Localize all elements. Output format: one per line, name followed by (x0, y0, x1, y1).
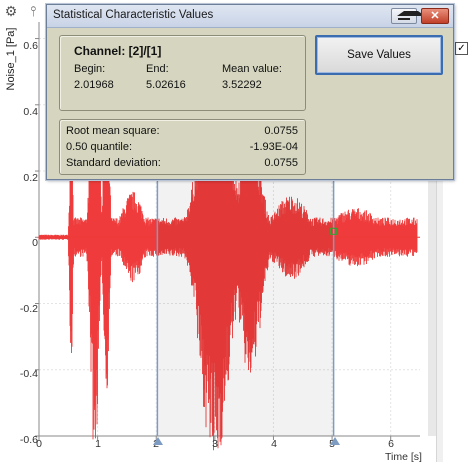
mean-value: 3.52292 (222, 79, 262, 91)
x-tick-label: 1 (95, 438, 101, 450)
stat-value: -1.93E-04 (249, 141, 298, 153)
stat-row-quantile: 0.50 quantile: -1.93E-04 (66, 141, 298, 156)
y-tick-label: -0.4 (19, 368, 38, 380)
channel-checkbox[interactable]: ✓ (455, 42, 468, 55)
save-values-button[interactable]: Save Values (315, 35, 443, 75)
begin-value: 2.01968 (74, 79, 114, 91)
y-tick-label: -0.2 (19, 303, 38, 315)
y-tick-label: 0 (32, 237, 38, 249)
end-label: End: (146, 63, 169, 75)
statistics-group: Root mean square: 0.0755 0.50 quantile: … (59, 119, 306, 175)
y-tick-label: 0.2 (23, 172, 38, 184)
x-tick-label: 0 (36, 438, 42, 450)
minimize-button[interactable] (391, 8, 425, 24)
close-button[interactable]: ✕ (421, 8, 449, 24)
dialog-title: Statistical Characteristic Values (53, 9, 214, 21)
channel-group: Channel: [2]/[1] Begin: End: Mean value:… (59, 35, 306, 111)
stat-value: 0.0755 (264, 125, 298, 137)
panel-splitter[interactable] (436, 22, 443, 462)
stat-name: Root mean square: (66, 125, 160, 137)
x-axis-title: Time [s] (385, 451, 422, 463)
channel-title: Channel: [2]/[1] (74, 44, 162, 58)
cursor-handle-begin[interactable] (153, 437, 163, 445)
begin-label: Begin: (74, 63, 106, 75)
stat-value: 0.0755 (264, 157, 298, 169)
vertical-scrollbar[interactable] (428, 22, 436, 436)
stat-name: Standard deviation: (66, 157, 161, 169)
mean-label: Mean value: (222, 63, 282, 75)
eject-base (398, 18, 410, 20)
plot-toolbar: ⚙ ⫯ (0, 0, 46, 22)
end-value: 5.02616 (146, 79, 186, 91)
cursor-marker (330, 227, 338, 235)
stat-name: 0.50 quantile: (66, 141, 133, 153)
stat-row-std: Standard deviation: 0.0755 (66, 157, 298, 172)
y-tick-label: 0.4 (23, 106, 38, 118)
dialog-titlebar[interactable]: Statistical Characteristic Values ✕ (47, 5, 453, 28)
y-tick-label: 0.6 (23, 40, 38, 52)
cursor-handle-end[interactable] (330, 437, 340, 445)
stat-row-rms: Root mean square: 0.0755 (66, 125, 298, 140)
x-tick-label: 3 (212, 438, 218, 450)
x-tick-label: 6 (388, 438, 394, 450)
x-tick-label: 4 (271, 438, 277, 450)
y-tick-label: -0.6 (19, 434, 38, 446)
eject-icon (397, 11, 425, 16)
statistics-dialog: Statistical Characteristic Values ✕ Chan… (46, 4, 454, 180)
cursor-tool-icon[interactable]: ⫯ (29, 3, 37, 19)
y-axis-title: Noise_1 [Pa] (5, 27, 17, 91)
gear-icon[interactable]: ⚙ (4, 3, 18, 19)
